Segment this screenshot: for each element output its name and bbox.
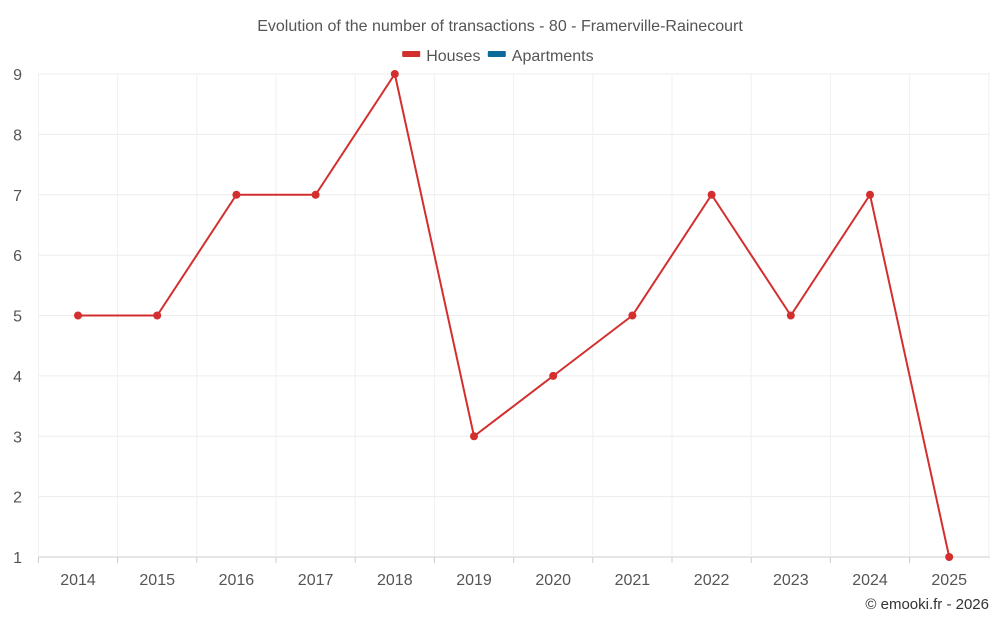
data-point[interactable]: [311, 190, 320, 199]
footer-credit: © emooki.fr - 2026: [865, 596, 989, 613]
data-point[interactable]: [153, 311, 162, 320]
data-point[interactable]: [628, 311, 637, 320]
x-tick-label: 2024: [852, 572, 888, 589]
legend-label: Apartments: [512, 48, 594, 65]
y-tick-label: 5: [13, 309, 22, 326]
x-tick-label: 2016: [219, 572, 255, 589]
legend-swatch: [487, 51, 506, 57]
x-tick-label: 2018: [377, 572, 413, 589]
legend-label: Houses: [426, 48, 480, 65]
x-tick-label: 2017: [298, 572, 334, 589]
grid-lines: [37, 73, 990, 558]
x-tick-label: 2015: [139, 572, 175, 589]
data-point[interactable]: [549, 371, 558, 380]
y-tick-label: 8: [13, 127, 22, 144]
x-tick-label: 2020: [535, 572, 571, 589]
chart-title: Evolution of the number of transactions …: [257, 18, 743, 35]
axes: 1 2 3 4 5 6 7 8 9 2014 2015 2016 2017 2018 2019 2020 202…: [13, 67, 967, 589]
x-tick-label: 2021: [615, 572, 651, 589]
series-line-houses: [78, 73, 951, 558]
x-tick-label: 2014: [60, 572, 96, 589]
x-tick-label: 2019: [456, 572, 492, 589]
y-tick-label: 9: [13, 67, 22, 84]
legend-swatch: [402, 51, 421, 57]
data-point[interactable]: [786, 311, 795, 320]
legend-item-houses[interactable]: Houses: [402, 48, 480, 65]
data-point[interactable]: [945, 553, 954, 561]
legend: Houses Apartments: [402, 48, 594, 65]
data-point[interactable]: [74, 311, 82, 320]
y-tick-label: 6: [13, 248, 22, 265]
data-point[interactable]: [232, 190, 241, 199]
x-tick-label: 2022: [694, 572, 730, 589]
series-layer: [74, 70, 954, 561]
y-tick-label: 7: [13, 188, 22, 205]
y-tick-label: 2: [13, 490, 22, 507]
data-point[interactable]: [707, 190, 716, 199]
data-point[interactable]: [866, 190, 874, 199]
y-tick-label: 3: [13, 429, 22, 446]
data-point[interactable]: [390, 70, 399, 78]
y-tick-label: 4: [13, 369, 22, 386]
y-tick-label: 1: [13, 550, 22, 567]
x-tick-label: 2025: [931, 572, 967, 589]
data-point[interactable]: [470, 432, 478, 441]
x-tick-label: 2023: [773, 572, 809, 589]
legend-item-apartments[interactable]: Apartments: [487, 48, 594, 65]
